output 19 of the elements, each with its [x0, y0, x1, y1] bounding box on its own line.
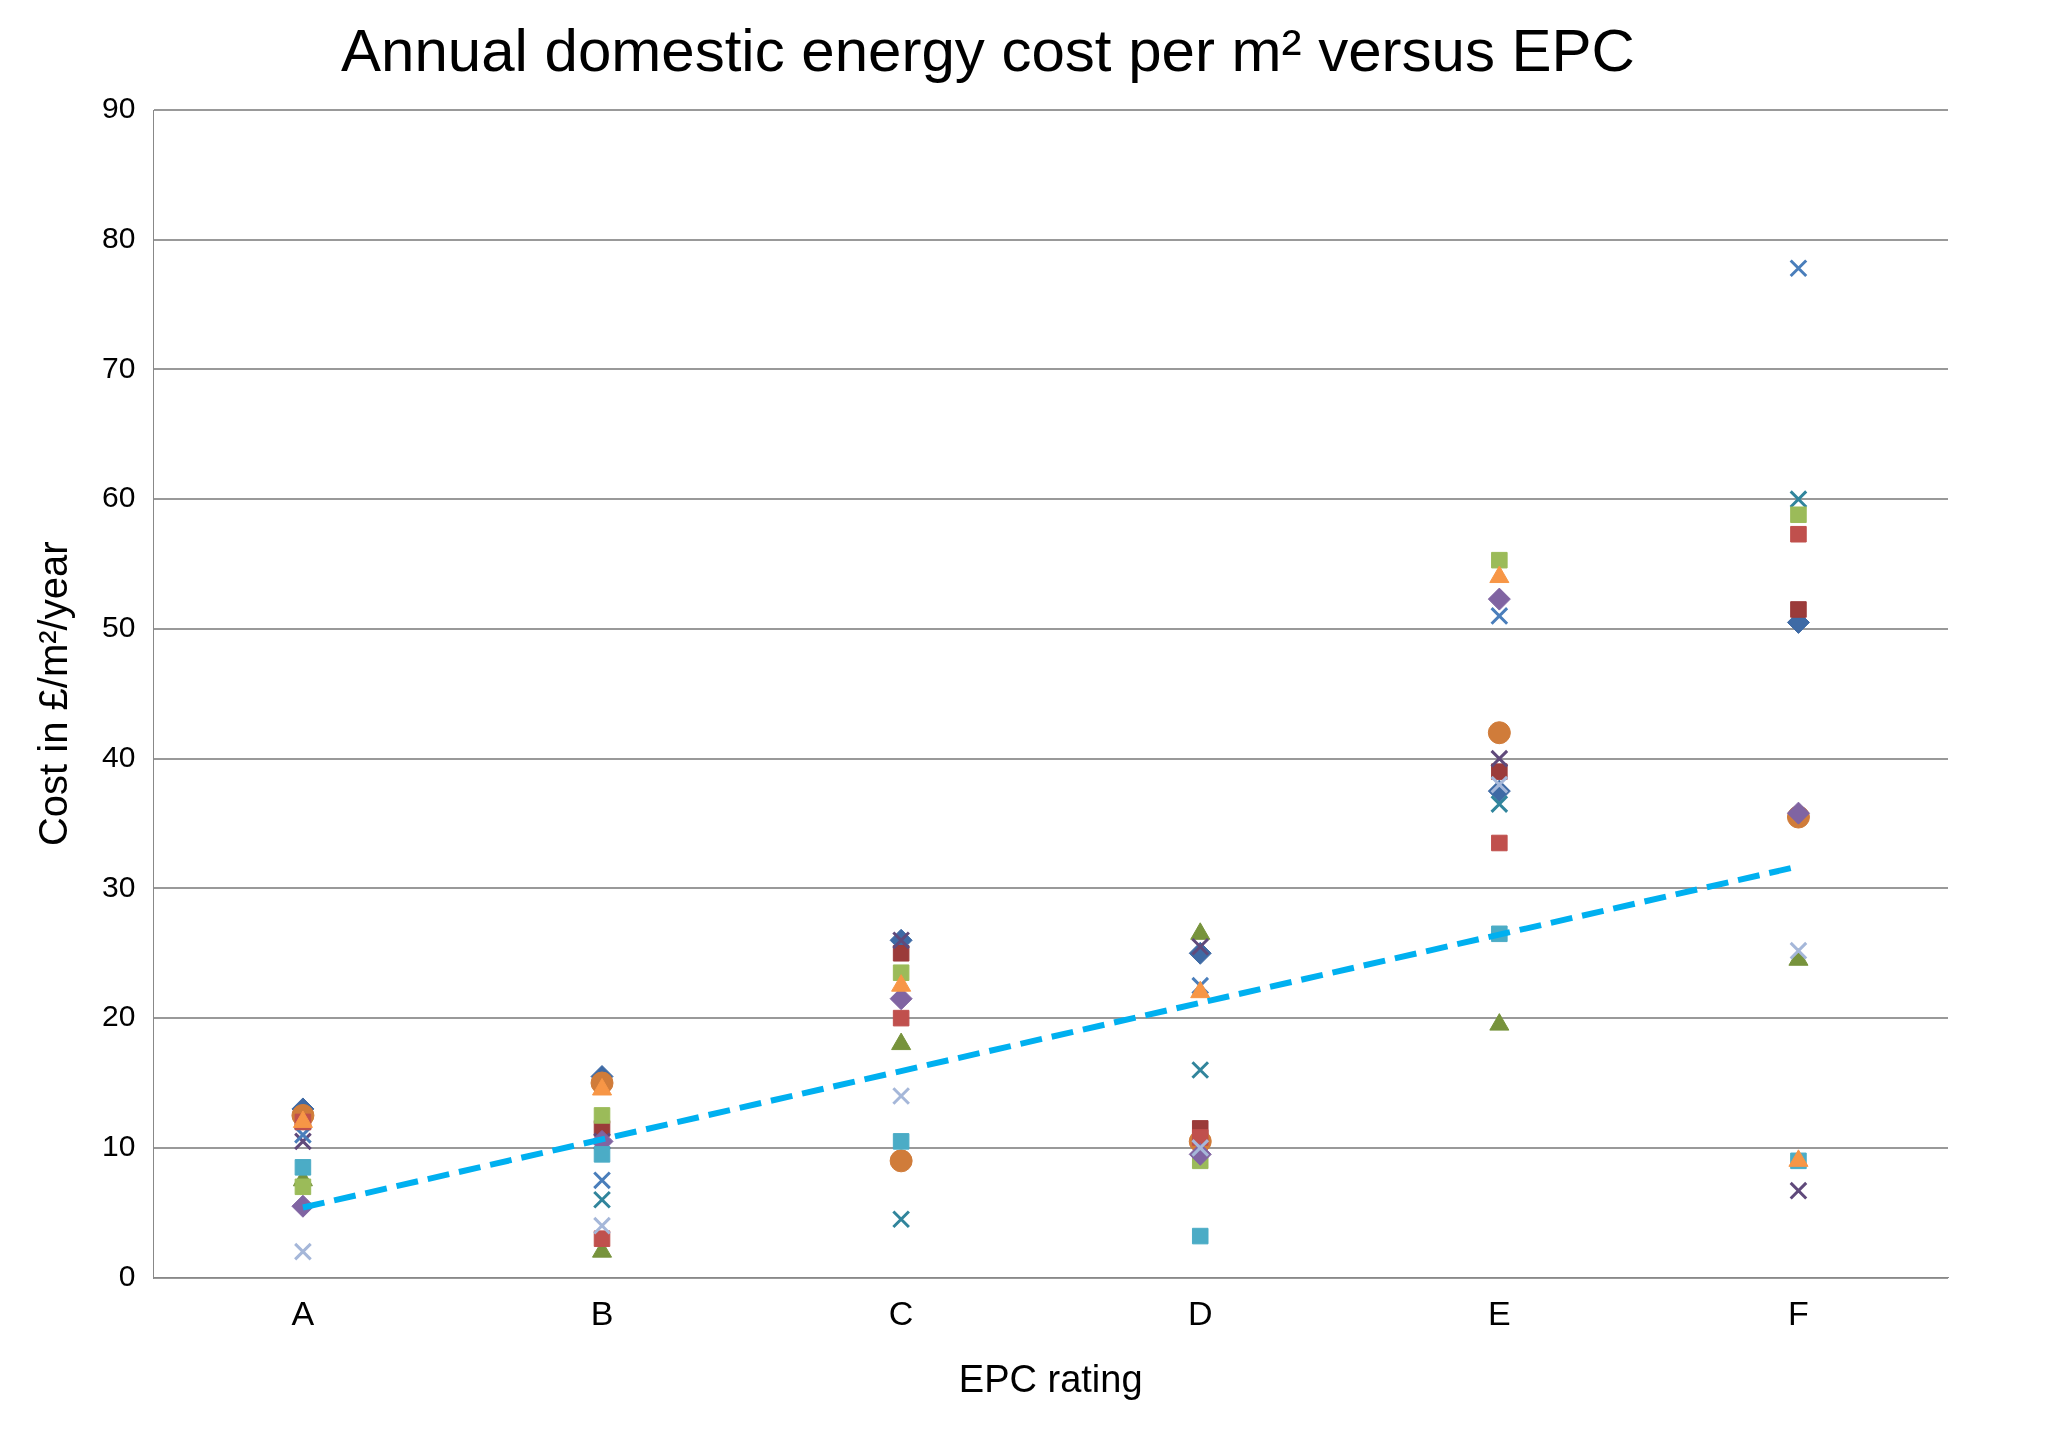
- x-tick-label: F: [1788, 1294, 1809, 1333]
- y-tick-label: 20: [101, 999, 136, 1033]
- x-axis-title: EPC rating: [958, 1357, 1143, 1400]
- y-tick-label: 0: [118, 1258, 136, 1292]
- y-tick-label: 80: [101, 221, 136, 254]
- y-tick-label: 40: [101, 739, 136, 773]
- y-axis-title: Cost in £/m²/year: [31, 541, 76, 847]
- x-tick-label: C: [888, 1294, 914, 1333]
- y-tick-label: 70: [101, 350, 136, 384]
- y-tick-label: 60: [101, 480, 136, 514]
- y-tick-label: 10: [101, 1129, 136, 1163]
- y-tick-label: 30: [101, 869, 136, 903]
- chart-title: Annual domestic energy cost per m² versus EPC: [341, 16, 1635, 84]
- y-tick-label: 50: [101, 610, 136, 644]
- x-tick-label: B: [590, 1294, 614, 1333]
- y-tick-label: 90: [101, 91, 136, 125]
- x-tick-label: D: [1187, 1294, 1213, 1333]
- x-tick-label: E: [1488, 1294, 1511, 1333]
- x-tick-label: A: [291, 1294, 315, 1333]
